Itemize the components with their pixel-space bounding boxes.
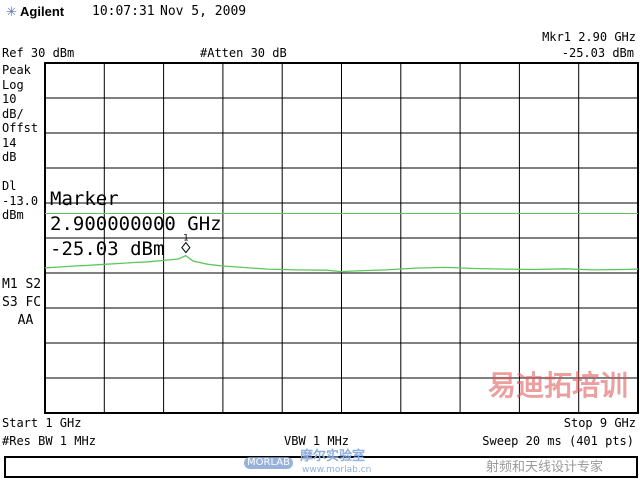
date: Nov 5, 2009 [160, 4, 247, 19]
brand: ✳ Agilent [6, 4, 64, 20]
marker-box-title: Marker [50, 188, 119, 210]
watermark-morlab-cn: 摩尔实验室 [300, 449, 366, 464]
marker-box-level: -25.03 dBm [50, 238, 165, 260]
stop-freq: Stop 9 GHz [563, 416, 636, 430]
marker-diamond-icon [181, 241, 191, 254]
watermark-edatop-sub: 射频和天线设计专家 [486, 460, 604, 475]
left-panel-label: 10 [2, 92, 17, 106]
marker-number: 1 [183, 234, 188, 244]
status-bar [4, 456, 638, 478]
sweep: Sweep 20 ms (401 pts) [482, 434, 634, 448]
marker-readout-level: -25.03 dBm [561, 46, 634, 60]
left-panel-label: Log [2, 77, 24, 92]
status-flag: M1 S2 [2, 277, 42, 292]
brand-name: Agilent [20, 4, 65, 19]
agilent-spark-icon: ✳ [6, 4, 17, 19]
ref-level: Ref 30 dBm [2, 46, 75, 60]
left-panel-label: dB/ [2, 106, 24, 121]
res-bw: #Res BW 1 MHz [2, 434, 96, 448]
left-panel-label: Offst [2, 121, 39, 135]
left-panel-label: Peak [2, 63, 31, 77]
left-panel-label: dBm [2, 208, 24, 222]
vbw: VBW 1 MHz [284, 434, 350, 448]
graticule-border [44, 62, 639, 414]
left-panel-label: dB [2, 150, 17, 164]
status-flag: AA [2, 313, 34, 328]
left-panel-label: -13.0 [2, 193, 39, 208]
marker-box-freq: 2.900000000 GHz [50, 213, 222, 235]
watermark-edatop: 易迪拓培训 [488, 369, 629, 402]
start-freq: Start 1 GHz [2, 416, 82, 430]
left-panel-label: 14 [2, 135, 17, 150]
watermark-morlab: MORLAB [244, 457, 293, 469]
trace-line [44, 254, 639, 273]
attenuation: #Atten 30 dB [200, 46, 287, 60]
watermark-morlab-url: www.morlab.cn [302, 465, 372, 475]
left-panel-label: Dl [2, 179, 17, 193]
marker-readout-freq: Mkr1 2.90 GHz [542, 30, 636, 44]
status-flag: S3 FC [2, 295, 42, 310]
time: 10:07:31 [92, 4, 155, 19]
